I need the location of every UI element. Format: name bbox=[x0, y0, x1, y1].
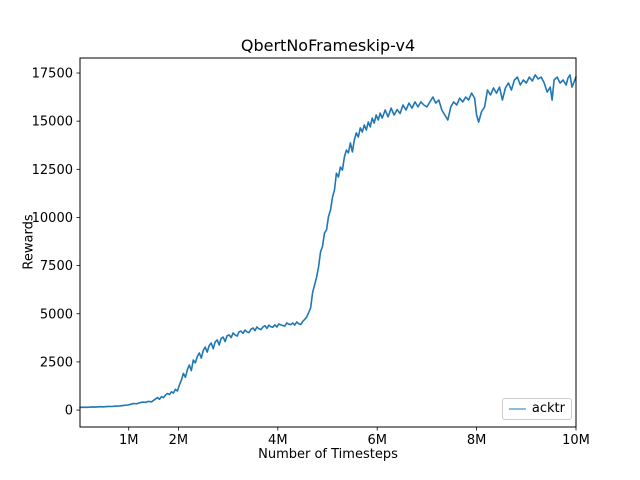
series-line-acktr bbox=[79, 74, 577, 409]
y-tick-label: 0 bbox=[65, 404, 73, 419]
x-tick-label: 8M bbox=[467, 433, 487, 448]
y-tick-label: 15000 bbox=[32, 115, 73, 130]
axes-frame bbox=[79, 57, 577, 428]
legend-label: acktr bbox=[531, 401, 565, 416]
y-tick-label: 7500 bbox=[40, 259, 73, 274]
x-tick-label: 4M bbox=[268, 433, 288, 448]
x-tick-label: 2M bbox=[169, 433, 189, 448]
chart-title: QbertNoFrameskip-v4 bbox=[240, 36, 416, 55]
y-tick-label: 17500 bbox=[32, 67, 73, 82]
x-tick-label: 1M bbox=[119, 433, 139, 448]
x-tick-label: 10M bbox=[562, 433, 590, 448]
y-tick-label: 12500 bbox=[32, 163, 73, 178]
legend: acktr bbox=[502, 398, 572, 420]
x-tick-label: 6M bbox=[367, 433, 387, 448]
y-tick-label: 5000 bbox=[40, 307, 73, 322]
y-tick-label: 2500 bbox=[40, 355, 73, 370]
legend-line-sample bbox=[509, 408, 526, 410]
y-tick-label: 10000 bbox=[32, 211, 73, 226]
x-axis-label: Number of Timesteps bbox=[258, 447, 398, 462]
